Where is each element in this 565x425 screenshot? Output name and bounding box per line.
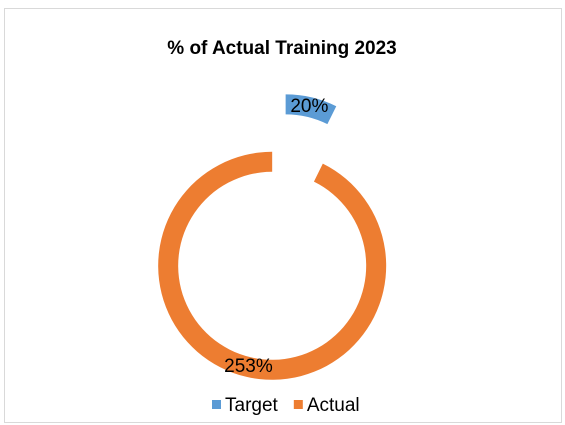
slice xyxy=(285,94,337,125)
data-label: 253% xyxy=(224,356,273,377)
chart-border xyxy=(4,8,562,423)
data-label: 20% xyxy=(290,96,328,117)
legend-label: Target xyxy=(225,395,279,416)
legend-swatch xyxy=(293,400,303,409)
legend-label: Actual xyxy=(307,395,360,416)
legend-swatch xyxy=(212,400,221,409)
chart-title: % of Actual Training 2023 xyxy=(167,38,396,59)
